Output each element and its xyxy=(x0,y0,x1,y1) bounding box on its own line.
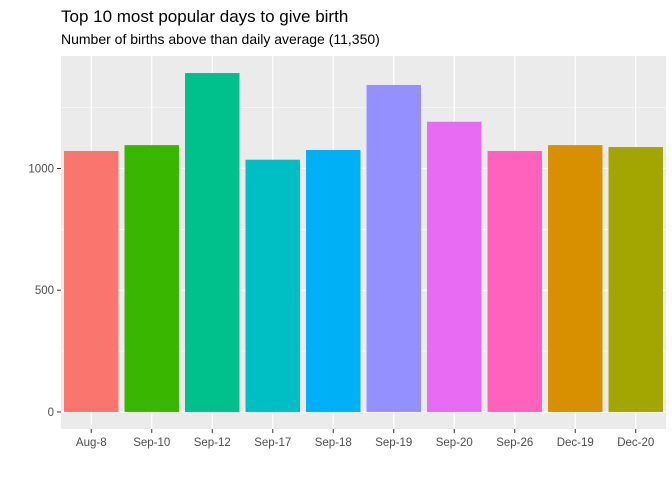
x-tick-label: Dec-20 xyxy=(617,437,654,449)
x-tick-label: Aug-8 xyxy=(76,437,107,449)
bar-sep-17 xyxy=(245,159,300,412)
y-axis: 0 500 1000 xyxy=(28,163,61,419)
bar-dec-19 xyxy=(548,145,603,412)
bar-sep-26 xyxy=(487,150,542,412)
y-tick-label: 1000 xyxy=(28,163,54,175)
bar-sep-18 xyxy=(306,149,361,412)
bar-sep-12 xyxy=(185,73,240,412)
bars xyxy=(64,73,663,412)
x-tick-label: Sep-17 xyxy=(254,437,291,449)
x-tick-label: Dec-19 xyxy=(557,437,594,449)
chart-title: Top 10 most popular days to give birth xyxy=(61,7,349,26)
x-tick-label: Sep-26 xyxy=(496,437,533,449)
bar-sep-19 xyxy=(366,84,421,412)
x-tick-label: Sep-12 xyxy=(194,437,231,449)
x-tick-label: Sep-10 xyxy=(133,437,170,449)
x-tick-label: Sep-20 xyxy=(436,437,473,449)
chart-subtitle: Number of births above than daily averag… xyxy=(61,31,380,47)
y-tick-label: 500 xyxy=(35,285,54,297)
bar-aug-8 xyxy=(64,150,119,412)
bar-sep-10 xyxy=(124,145,179,412)
bar-dec-20 xyxy=(608,147,663,412)
x-tick-label: Sep-18 xyxy=(315,437,352,449)
x-axis: Aug-8 Sep-10 Sep-12 Sep-17 Sep-18 Sep-19 Sep-2… xyxy=(76,429,654,449)
x-tick-label: Sep-19 xyxy=(375,437,412,449)
y-tick-label: 0 xyxy=(48,407,54,419)
bar-sep-20 xyxy=(427,121,482,412)
